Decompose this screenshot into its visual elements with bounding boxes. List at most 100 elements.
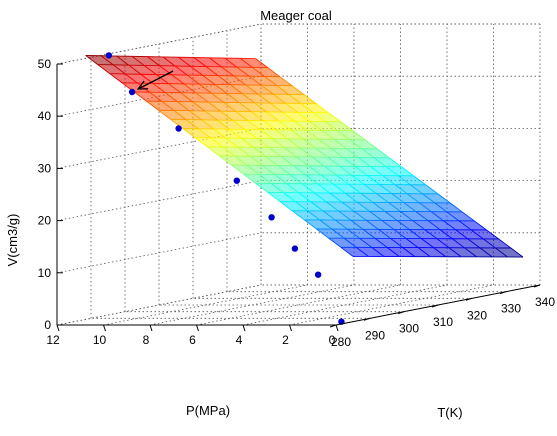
y-tick-label: 330 (501, 302, 521, 316)
mesh-line (248, 75, 262, 86)
mesh-line (364, 139, 378, 150)
surface-cell (337, 130, 365, 140)
mesh-line (251, 111, 264, 122)
surface-cell (309, 121, 338, 131)
surface-cell (311, 201, 339, 212)
mesh-line (243, 173, 257, 184)
mesh-line (249, 155, 263, 166)
surface-cell (403, 202, 432, 212)
z-tick-label: 20 (38, 214, 52, 228)
mesh-line (316, 103, 329, 114)
chart-title: Meager coal (260, 8, 332, 23)
mesh-line (495, 247, 508, 258)
surface-cell (282, 112, 310, 122)
surface-cell (344, 238, 372, 248)
surface-cell (354, 211, 382, 221)
mesh-line (217, 75, 231, 86)
mesh-line (97, 64, 111, 75)
surface-cell (255, 183, 284, 193)
surface-cell (144, 65, 172, 75)
surface-cell (394, 184, 423, 194)
mesh-line (342, 156, 356, 167)
surface-cell (208, 102, 236, 112)
mesh-line (316, 228, 329, 239)
surface-cell (328, 238, 357, 248)
mesh-line (296, 156, 310, 167)
side-wall-grid-line (56, 232, 262, 274)
mesh-line (238, 102, 252, 112)
mesh-line (255, 182, 269, 193)
mesh-line (272, 138, 285, 149)
surface-cell (209, 57, 237, 68)
surface-cell (412, 220, 441, 230)
surface-cell (334, 139, 362, 149)
mesh-line (449, 202, 463, 213)
surface-layer (85, 55, 523, 257)
mesh-line (323, 165, 337, 176)
surface-cell (272, 138, 300, 148)
z-tick-label: 50 (38, 57, 52, 71)
surface-cell (265, 156, 294, 166)
mesh-line (143, 65, 157, 75)
mesh-line (164, 92, 178, 102)
mesh-line (244, 128, 258, 139)
mesh-line (137, 82, 150, 93)
surface-cell (193, 57, 222, 67)
surface-cell (175, 66, 203, 76)
surface-cell (455, 229, 484, 239)
surface-cell (340, 247, 369, 257)
mesh-line (338, 210, 352, 221)
surface-cell (232, 120, 261, 130)
data-point (291, 245, 299, 252)
mesh-line (295, 201, 308, 212)
surface-cell (180, 92, 209, 103)
mesh-line (341, 201, 355, 212)
mesh-line (276, 85, 290, 95)
mesh-line (384, 211, 398, 221)
mesh-line (311, 156, 325, 167)
z-tick-label: 0 (44, 318, 51, 332)
x-axis-label: P(MPa) (186, 403, 230, 418)
surface-cell (204, 110, 233, 121)
surface-cell (419, 202, 447, 212)
surface-cell (428, 220, 456, 230)
surface-cell (259, 174, 287, 184)
mesh-line (233, 75, 246, 86)
surface-cell (418, 247, 446, 257)
y-tick-mark (431, 304, 439, 308)
mesh-line (308, 165, 322, 176)
z-tick-label: 10 (38, 266, 52, 280)
z-tick-label: 40 (38, 109, 52, 123)
surface-cell (225, 138, 254, 148)
surface-cell (372, 202, 401, 212)
surface-cell (348, 184, 377, 194)
surface-cell (211, 93, 240, 103)
mesh-line (310, 201, 324, 212)
surface-cell (332, 229, 360, 239)
surface-cell (236, 67, 265, 77)
surface-cell (415, 211, 444, 221)
surface-cell (342, 157, 371, 167)
mesh-line (372, 201, 386, 212)
mesh-line (198, 128, 211, 139)
mesh-line (262, 165, 275, 175)
mesh-line (357, 201, 370, 212)
mesh-line (391, 193, 404, 203)
mesh-line (386, 247, 400, 257)
surface-cell (422, 193, 451, 203)
surface-cell (369, 211, 398, 221)
surface-cell (349, 139, 378, 149)
surface-cell (287, 138, 316, 149)
surface-cell (323, 211, 351, 221)
surface-cell (263, 120, 291, 130)
mesh-line (366, 175, 380, 185)
y-tick-label: 310 (433, 315, 453, 329)
surface-cell (261, 85, 289, 95)
y-tick-mark (363, 317, 371, 321)
mesh-line (301, 183, 315, 194)
surface-cell (440, 229, 468, 239)
mesh-line (400, 211, 413, 221)
point-layer (105, 52, 345, 325)
mesh-line (379, 184, 392, 194)
